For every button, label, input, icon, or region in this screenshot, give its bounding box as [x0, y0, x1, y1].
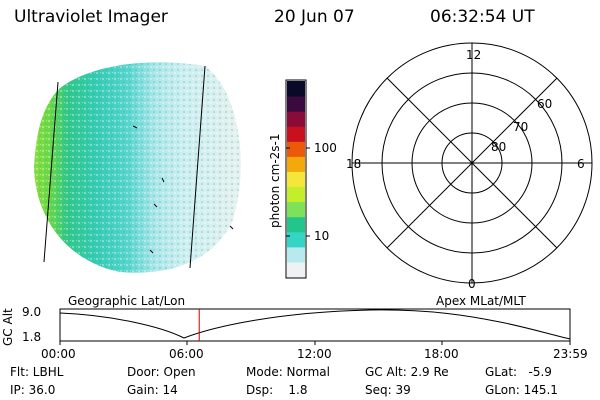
x-tick-0000: 00:00: [41, 347, 76, 361]
x-tick-1200: 12:00: [297, 347, 332, 361]
colorbar-band: [287, 246, 305, 263]
terminator-line-left: [43, 81, 59, 263]
colorbar-band: [287, 231, 305, 248]
altitude-plot: [59, 308, 571, 345]
x-tick-1800: 18:00: [424, 347, 459, 361]
timeline-y-top: 9.0: [22, 305, 42, 319]
mlat-label-60: 60: [537, 97, 553, 111]
timeline-y-bottom: 1.8: [22, 330, 42, 344]
timeline-left-caption: Geographic Lat/Lon: [68, 294, 186, 308]
status-dsp: Dsp: 1.8: [246, 383, 308, 397]
colorbar-band: [287, 201, 305, 218]
header-date: 20 Jun 07: [274, 7, 355, 27]
colorbar-band: [287, 81, 305, 97]
colorbar-band: [287, 186, 305, 203]
status-glon: GLon: 145.1: [485, 383, 558, 397]
colorbar-band: [287, 141, 305, 157]
status-seq: Seq: 39: [365, 383, 411, 397]
mlt-label-6: 6: [577, 157, 585, 171]
x-tick-2359: 23:59: [553, 347, 588, 361]
color-bar: [285, 79, 310, 279]
status-gc-alt: GC Alt: 2.9 Re: [365, 365, 449, 379]
status-gain: Gain: 14: [127, 383, 178, 397]
status-ip: IP: 36.0: [10, 383, 56, 397]
timeline-y-label: GC Alt: [1, 308, 15, 346]
mlt-label-18: 18: [346, 157, 362, 171]
colorbar-band: [287, 261, 305, 278]
colorbar-tick-10: 10: [314, 229, 330, 243]
colorbar-band: [287, 96, 305, 112]
status-glat: GLat: -5.9: [485, 365, 552, 379]
timeline-right-caption: Apex MLat/MLT: [436, 294, 526, 308]
x-tick-0600: 06:00: [169, 347, 204, 361]
colorbar-band: [287, 126, 305, 142]
uv-image: [34, 62, 241, 273]
mlat-label-70: 70: [513, 120, 529, 134]
status-flt: Flt: LBHL: [10, 365, 64, 379]
colorbar-band: [287, 156, 305, 172]
colorbar-band: [287, 171, 305, 188]
colorbar-tick-100: 100: [314, 141, 337, 155]
altitude-curve: [59, 309, 571, 340]
colorbar-band: [287, 216, 305, 233]
app-title: Ultraviolet Imager: [14, 7, 168, 27]
mlt-label-0: 0: [468, 277, 476, 291]
mlt-label-12: 12: [466, 48, 482, 62]
mlat-label-80: 80: [491, 140, 507, 154]
header-time: 06:32:54 UT: [430, 7, 535, 27]
status-door: Door: Open: [127, 365, 196, 379]
terminator-line-right: [189, 65, 206, 269]
colorbar-band: [287, 111, 305, 127]
colorbar-unit-label: photon cm-2s-1: [268, 133, 282, 229]
status-mode: Mode: Normal: [246, 365, 330, 379]
polar-grid: [351, 42, 593, 284]
